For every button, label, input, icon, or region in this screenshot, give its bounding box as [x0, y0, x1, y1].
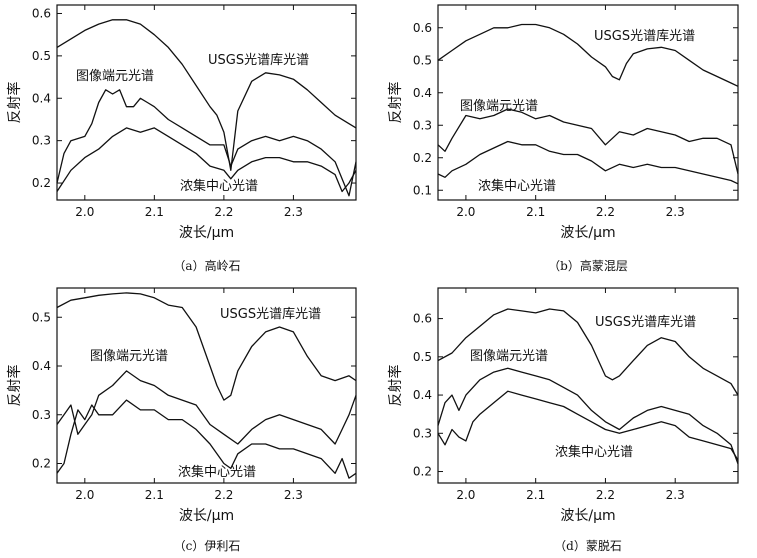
annotation-enrichment-center: 浓集中心光谱	[555, 444, 633, 460]
y-tick-label: 0.2	[32, 457, 51, 471]
y-tick-label: 0.4	[32, 91, 51, 105]
panel-caption: （c）伊利石	[174, 539, 241, 553]
x-tick-label: 2.2	[596, 488, 615, 502]
y-tick-label: 0.4	[413, 86, 432, 100]
plot-frame	[56, 287, 357, 484]
series-line-usgs-library	[56, 292, 357, 401]
panel-caption: （b）高蒙混层	[548, 258, 628, 273]
chart-panel-4: 2.0 2.1 2.2 2.3 0.2 0.3 0.4 0.5 0.6 波长/μm 反射率 USGS光…	[387, 287, 739, 553]
x-tick-label: 2.1	[526, 205, 545, 219]
plot-frame	[437, 287, 739, 484]
x-tick-label: 2.3	[666, 488, 685, 502]
annotation-enrichment-center: 浓集中心光谱	[178, 464, 256, 480]
y-tick-label: 0.4	[413, 388, 432, 402]
x-tick-label: 2.3	[284, 488, 303, 502]
x-tick-label: 2.3	[666, 205, 685, 219]
annotation-enrichment-center: 浓集中心光谱	[180, 178, 258, 194]
y-tick-label: 0.6	[32, 6, 51, 20]
series-line-enrichment-center	[437, 390, 739, 461]
y-tick-label: 0.4	[32, 359, 51, 373]
plot-frame	[56, 4, 357, 201]
y-axis-label: 反射率	[387, 82, 404, 124]
series-line-image-endmember	[56, 370, 357, 445]
y-tick-label: 0.2	[32, 176, 51, 190]
chart-panel-2: 2.0 2.1 2.2 2.3 0.1 0.2 0.3 0.4 0.5 0.6 波长/μm 反射率 US…	[387, 4, 739, 273]
annotation-usgs-library: USGS光谱库光谱	[220, 306, 321, 322]
chart-panel-3: 2.0 2.1 2.2 2.3 0.2 0.3 0.4 0.5 波长/μm 反射率 USGS光谱库光…	[6, 287, 357, 553]
y-tick-label: 0.5	[413, 53, 432, 67]
y-tick-label: 0.2	[413, 465, 432, 479]
series-line-image-endmember	[56, 89, 357, 197]
series-line-enrichment-center	[56, 127, 357, 193]
chart-panel-1: 2.0 2.1 2.2 2.3 0.2 0.3 0.4 0.5 0.6 波长/μm 反射率 USGS光…	[6, 4, 357, 273]
annotation-image-endmember: 图像端元光谱	[460, 99, 538, 114]
x-tick-label: 2.0	[456, 488, 475, 502]
x-tick-label: 2.2	[214, 488, 233, 502]
x-tick-label: 2.0	[456, 205, 475, 219]
x-tick-label: 2.2	[596, 205, 615, 219]
x-tick-label: 2.1	[145, 205, 164, 219]
y-tick-label: 0.3	[32, 134, 51, 148]
series-line-enrichment-center	[56, 399, 357, 479]
x-tick-label: 2.2	[214, 205, 233, 219]
x-tick-label: 2.3	[284, 205, 303, 219]
y-tick-label: 0.5	[32, 49, 51, 63]
annotation-usgs-library: USGS光谱库光谱	[208, 52, 309, 68]
annotation-image-endmember: 图像端元光谱	[76, 69, 154, 84]
x-tick-label: 2.1	[526, 488, 545, 502]
x-axis-label: 波长/μm	[179, 225, 234, 241]
x-tick-label: 2.0	[75, 488, 94, 502]
y-tick-label: 0.5	[413, 350, 432, 364]
x-axis-label: 波长/μm	[560, 225, 615, 241]
y-tick-label: 0.5	[32, 310, 51, 324]
x-axis-label: 波长/μm	[179, 508, 234, 524]
annotation-enrichment-center: 浓集中心光谱	[478, 178, 556, 194]
y-axis-label: 反射率	[6, 365, 23, 407]
series-line-usgs-library	[437, 308, 739, 396]
annotation-image-endmember: 图像端元光谱	[90, 349, 168, 364]
annotation-usgs-library: USGS光谱库光谱	[595, 314, 696, 330]
annotation-usgs-library: USGS光谱库光谱	[594, 28, 695, 44]
x-tick-label: 2.0	[75, 205, 94, 219]
y-tick-label: 0.3	[413, 426, 432, 440]
y-tick-label: 0.1	[413, 183, 432, 197]
y-tick-label: 0.6	[413, 21, 432, 35]
y-tick-label: 0.3	[413, 118, 432, 132]
y-axis-label: 反射率	[6, 82, 23, 124]
panel-caption: （a）高岭石	[173, 258, 240, 273]
series-line-image-endmember	[437, 108, 739, 175]
x-axis-label: 波长/μm	[560, 508, 615, 524]
panel-caption: （d）蒙脱石	[554, 538, 622, 553]
series-line-image-endmember	[437, 367, 739, 465]
series-line-usgs-library	[56, 19, 357, 171]
y-tick-label: 0.2	[413, 151, 432, 165]
y-axis-label: 反射率	[387, 365, 404, 407]
x-tick-label: 2.1	[145, 488, 164, 502]
annotation-image-endmember: 图像端元光谱	[470, 349, 548, 364]
plot-frame	[437, 4, 739, 201]
y-tick-label: 0.3	[32, 408, 51, 422]
series-line-enrichment-center	[437, 140, 739, 185]
series-line-usgs-library	[437, 23, 739, 87]
y-tick-label: 0.6	[413, 312, 432, 326]
